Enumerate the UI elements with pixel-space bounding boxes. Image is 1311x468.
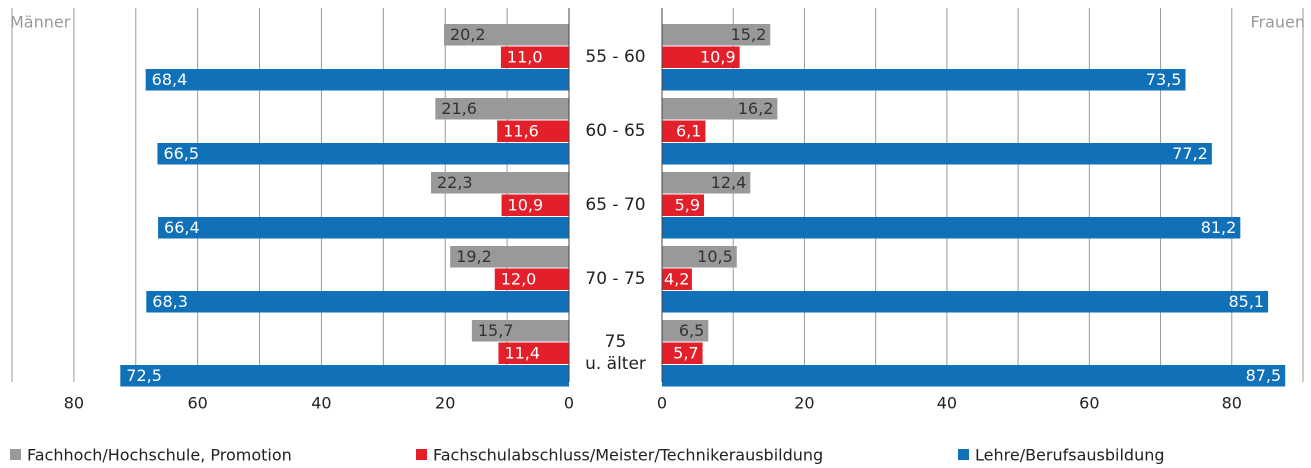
right-title: Frauen xyxy=(1250,13,1305,32)
value-label: 11,4 xyxy=(504,343,540,362)
value-label: 22,3 xyxy=(437,173,473,192)
legend-label: Lehre/Berufsausbildung xyxy=(975,446,1165,465)
bar-right xyxy=(662,46,740,68)
bar-right xyxy=(662,365,1286,387)
category-label: 75 u. älter xyxy=(585,332,646,374)
x-tick-label: 60 xyxy=(187,394,207,413)
bar-right xyxy=(662,98,778,120)
bar-left xyxy=(120,365,570,387)
value-label: 81,2 xyxy=(1201,218,1237,237)
bar-right xyxy=(662,320,709,342)
category-label: 55 - 60 xyxy=(585,47,646,67)
value-label: 5,7 xyxy=(673,343,698,362)
bar-left xyxy=(435,98,569,120)
bar-left xyxy=(500,46,569,68)
bar-left xyxy=(450,246,569,268)
value-label: 12,0 xyxy=(501,269,537,288)
left-title: Männer xyxy=(10,13,71,32)
legend-label: Fachschulabschluss/Meister/Technikerausb… xyxy=(433,446,823,465)
value-label: 20,2 xyxy=(450,25,486,44)
legend-label: Fachhoch/Hochschule, Promotion xyxy=(27,446,292,465)
x-tick-label: 0 xyxy=(657,394,667,413)
value-label: 6,1 xyxy=(676,121,701,140)
x-tick-label: 40 xyxy=(937,394,957,413)
bar-right xyxy=(662,120,706,142)
legend-swatch xyxy=(10,449,21,460)
bar-right xyxy=(662,194,705,216)
bar-left xyxy=(146,291,569,313)
x-tick-label: 80 xyxy=(1222,394,1242,413)
value-label: 19,2 xyxy=(456,247,492,266)
value-label: 72,5 xyxy=(126,366,162,385)
category-label: 70 - 75 xyxy=(585,269,646,289)
bar-left xyxy=(494,268,569,290)
value-label: 68,4 xyxy=(152,70,188,89)
bar-left xyxy=(498,342,569,364)
value-label: 73,5 xyxy=(1146,70,1182,89)
value-label: 6,5 xyxy=(679,321,704,340)
value-label: 15,2 xyxy=(731,25,767,44)
value-label: 11,6 xyxy=(503,121,539,140)
value-label: 77,2 xyxy=(1172,144,1208,163)
bar-right xyxy=(662,217,1241,239)
bar-left xyxy=(157,143,569,165)
value-label: 12,4 xyxy=(711,173,747,192)
value-label: 10,9 xyxy=(700,47,736,66)
value-label: 4,2 xyxy=(664,269,689,288)
bar-right xyxy=(662,69,1186,91)
value-label: 66,4 xyxy=(164,218,200,237)
legend-swatch xyxy=(958,449,969,460)
value-label: 11,0 xyxy=(507,47,543,66)
bar-left xyxy=(501,194,569,216)
x-tick-label: 20 xyxy=(794,394,814,413)
legend-swatch xyxy=(416,449,427,460)
value-label: 10,5 xyxy=(697,247,733,266)
bar-right xyxy=(662,268,692,290)
value-label: 10,9 xyxy=(508,195,544,214)
x-tick-label: 40 xyxy=(311,394,331,413)
category-label: 65 - 70 xyxy=(585,195,646,215)
bar-right xyxy=(662,291,1269,313)
bar-left xyxy=(145,69,569,91)
x-tick-label: 80 xyxy=(64,394,84,413)
value-label: 16,2 xyxy=(738,99,774,118)
bar-left xyxy=(443,24,569,46)
value-label: 85,1 xyxy=(1228,292,1264,311)
bar-left xyxy=(158,217,569,239)
x-tick-label: 20 xyxy=(435,394,455,413)
value-label: 87,5 xyxy=(1246,366,1282,385)
category-label: 60 - 65 xyxy=(585,121,646,141)
value-label: 21,6 xyxy=(441,99,477,118)
bar-left xyxy=(471,320,569,342)
bar-right xyxy=(662,172,751,194)
x-tick-label: 60 xyxy=(1079,394,1099,413)
bar-left xyxy=(430,172,569,194)
value-label: 66,5 xyxy=(163,144,199,163)
bar-right xyxy=(662,24,771,46)
bar-right xyxy=(662,246,737,268)
value-label: 5,9 xyxy=(675,195,700,214)
bar-right xyxy=(662,143,1212,165)
value-label: 68,3 xyxy=(152,292,188,311)
value-label: 15,7 xyxy=(478,321,514,340)
bar-left xyxy=(497,120,569,142)
x-tick-label: 0 xyxy=(564,394,574,413)
bar-right xyxy=(662,342,703,364)
